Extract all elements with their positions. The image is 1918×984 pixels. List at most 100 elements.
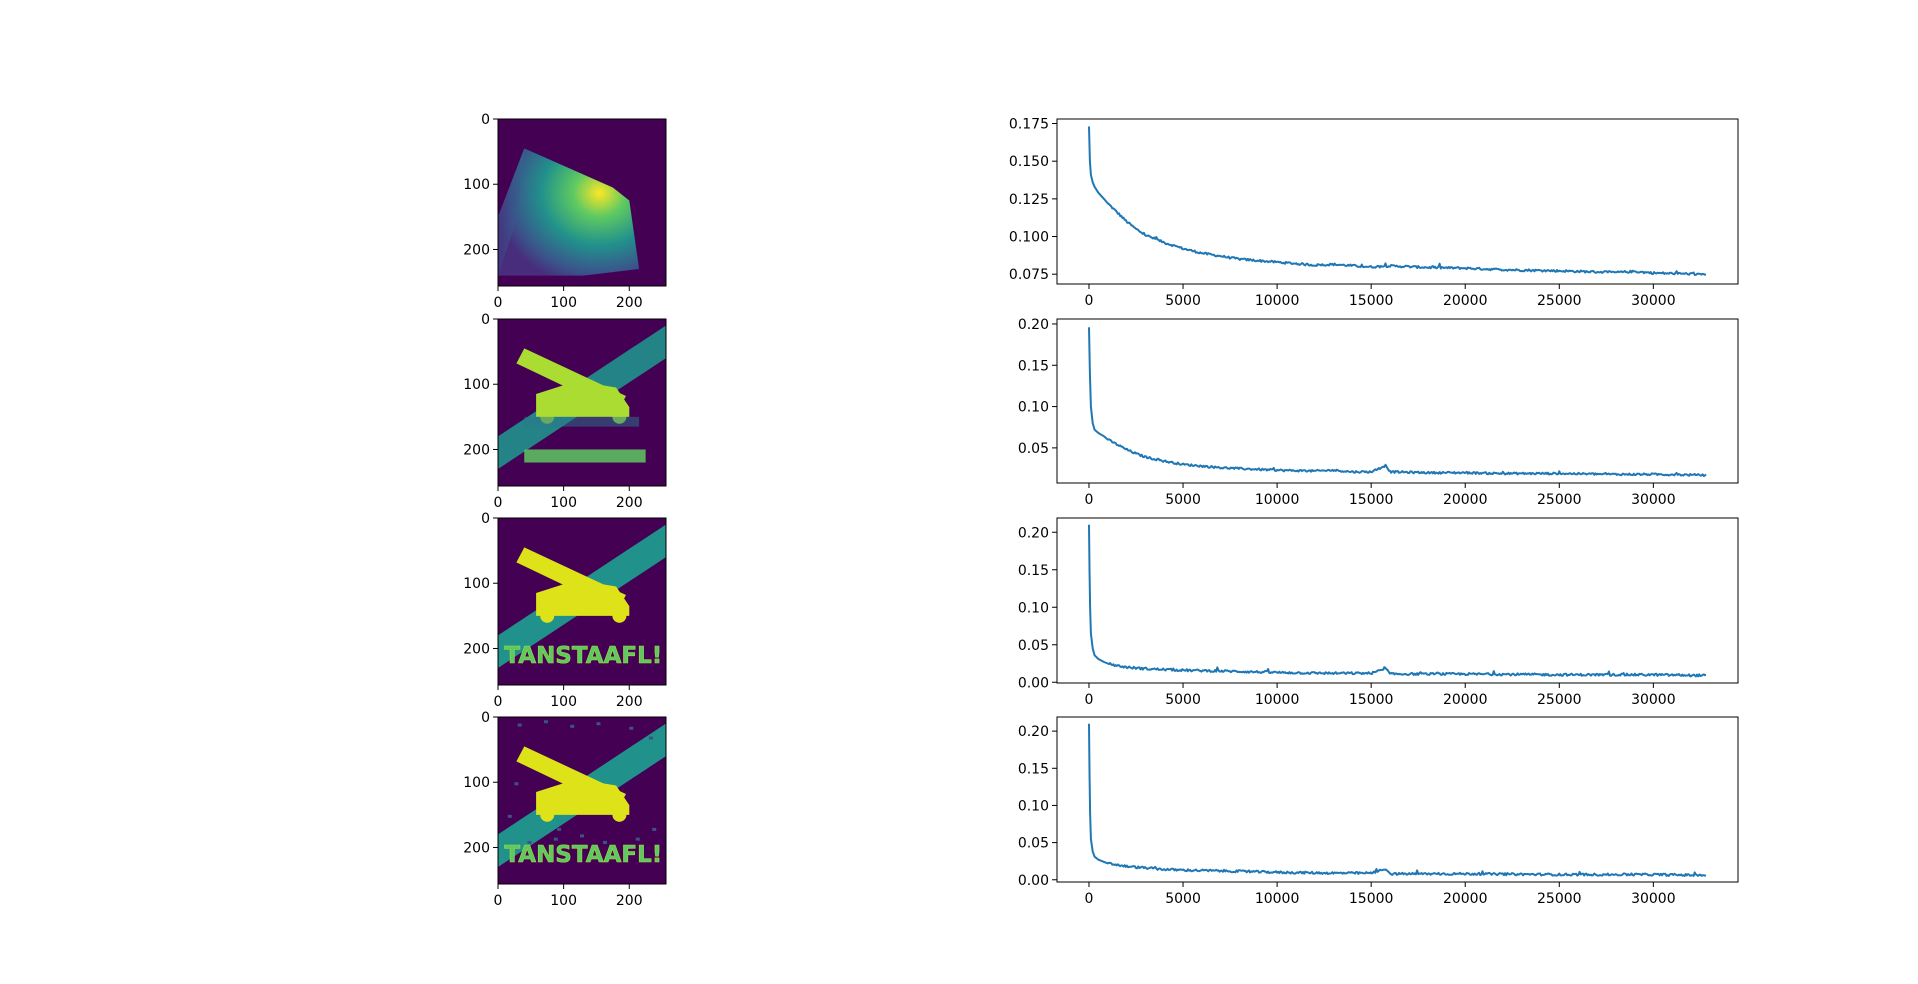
x-tick-label: 10000 <box>1255 293 1300 309</box>
image-panel-2: 0 100 200 0 100 200 <box>463 312 667 511</box>
y-tick-label: 0.15 <box>1018 358 1049 374</box>
series-line-1 <box>1088 327 1707 478</box>
x-tick-label: 0 <box>1085 293 1094 309</box>
artifact-12 <box>635 837 640 841</box>
y-tick-label: 0.00 <box>1018 675 1049 691</box>
x-tick-label: 0 <box>494 295 503 311</box>
image-frame <box>497 118 667 287</box>
x-tick-label: 15000 <box>1349 692 1394 708</box>
x-tick-label: 0 <box>1085 692 1094 708</box>
y-tick-label: 0.10 <box>1018 400 1049 416</box>
x-tick-label: 5000 <box>1165 891 1201 907</box>
y-tick-label: 0.05 <box>1018 638 1049 654</box>
text-blur <box>524 449 646 463</box>
artifact-2 <box>543 720 548 724</box>
y-tick-label: 200 <box>463 641 490 657</box>
artifact-5 <box>629 726 634 730</box>
y-tick-label: 0.20 <box>1018 724 1049 740</box>
y-tick-label: 0.10 <box>1018 600 1049 616</box>
image-text: TANSTAAFL! <box>504 643 662 669</box>
x-tick-label: 30000 <box>1631 891 1676 907</box>
artifact-9 <box>527 840 532 844</box>
x-tick-label: 0 <box>494 694 503 710</box>
x-tick-label: 0 <box>1085 492 1094 508</box>
vehicle-body <box>536 381 630 417</box>
ghost-shadow <box>524 416 640 427</box>
y-tick-label: 100 <box>463 377 490 393</box>
x-tick-label: 0 <box>1085 891 1094 907</box>
loss-chart-2: 0 5000 10000 15000 20000 25000 30000 0.05 0.10 0.… <box>1018 317 1739 508</box>
x-tick-label: 5000 <box>1165 293 1201 309</box>
chart-frame <box>1056 118 1739 285</box>
image-text: TANSTAAFL! <box>504 842 662 868</box>
x-tick-label: 100 <box>550 295 577 311</box>
x-tick-label: 100 <box>550 694 577 710</box>
y-tick-label: 0.075 <box>1009 267 1049 283</box>
x-tick-label: 25000 <box>1537 492 1582 508</box>
wheel-left <box>540 807 555 822</box>
blurred-shape-shadow <box>498 148 525 276</box>
x-tick-label: 100 <box>550 495 577 511</box>
y-tick-label: 0.150 <box>1009 154 1049 170</box>
image-panel-1: 0 100 200 0 100 200 <box>463 112 667 311</box>
x-tick-label: 30000 <box>1631 692 1676 708</box>
artifact-14 <box>557 827 562 831</box>
y-tick-label: 0.05 <box>1018 441 1049 457</box>
x-tick-label: 30000 <box>1631 293 1676 309</box>
chart-frame <box>1056 517 1739 684</box>
blurred-shape <box>498 148 640 276</box>
x-tick-label: 5000 <box>1165 692 1201 708</box>
artifact-3 <box>570 724 575 728</box>
x-tick-label: 25000 <box>1537 891 1582 907</box>
artifact-1 <box>517 723 522 727</box>
x-tick-label: 15000 <box>1349 492 1394 508</box>
x-tick-label: 15000 <box>1349 891 1394 907</box>
image-frame <box>497 517 667 686</box>
image-frame <box>497 716 667 885</box>
y-tick-label: 0 <box>481 312 490 328</box>
image-content: TANSTAAFL! <box>498 518 666 685</box>
image-frame <box>497 318 667 487</box>
y-tick-label: 0.125 <box>1009 192 1049 208</box>
series-line-1 <box>1088 126 1707 276</box>
x-tick-label: 10000 <box>1255 692 1300 708</box>
y-tick-label: 200 <box>463 242 490 258</box>
series-line-1 <box>1088 723 1707 877</box>
image-content: TANSTAAFL! <box>498 717 666 884</box>
x-tick-label: 30000 <box>1631 492 1676 508</box>
y-tick-label: 0.175 <box>1009 117 1049 133</box>
y-tick-label: 100 <box>463 775 490 791</box>
artifact-6 <box>648 736 653 740</box>
x-tick-label: 0 <box>494 495 503 511</box>
wheel-right <box>612 608 627 623</box>
image-panel-3: TANSTAAFL! 0 100 200 0 100 200 <box>463 511 667 710</box>
y-tick-label: 200 <box>463 442 490 458</box>
y-tick-label: 0 <box>481 511 490 527</box>
image-panels: 0 100 200 0 100 200 0 100 200 0 100 200 TANSTAAFL! 0 1… <box>463 112 667 909</box>
vehicle-body <box>536 779 630 815</box>
artifact-15 <box>603 840 607 844</box>
y-tick-label: 0.15 <box>1018 563 1049 579</box>
x-tick-label: 100 <box>550 893 577 909</box>
y-tick-label: 100 <box>463 177 490 193</box>
y-tick-label: 0 <box>481 112 490 128</box>
y-tick-label: 0.100 <box>1009 230 1049 246</box>
chart-frame <box>1056 318 1739 484</box>
x-tick-label: 10000 <box>1255 891 1300 907</box>
x-tick-label: 20000 <box>1443 891 1488 907</box>
y-tick-label: 0 <box>481 710 490 726</box>
artifact-10 <box>553 837 558 841</box>
x-tick-label: 10000 <box>1255 492 1300 508</box>
x-tick-label: 200 <box>616 495 643 511</box>
y-tick-label: 0.05 <box>1018 836 1049 852</box>
x-tick-label: 25000 <box>1537 692 1582 708</box>
x-tick-label: 200 <box>616 893 643 909</box>
wheel-right <box>612 807 627 822</box>
y-tick-label: 0.10 <box>1018 798 1049 814</box>
y-tick-label: 0.20 <box>1018 525 1049 541</box>
y-tick-label: 0.15 <box>1018 761 1049 777</box>
artifact-4 <box>596 722 601 726</box>
series-line-1 <box>1088 524 1707 678</box>
x-tick-label: 0 <box>494 893 503 909</box>
